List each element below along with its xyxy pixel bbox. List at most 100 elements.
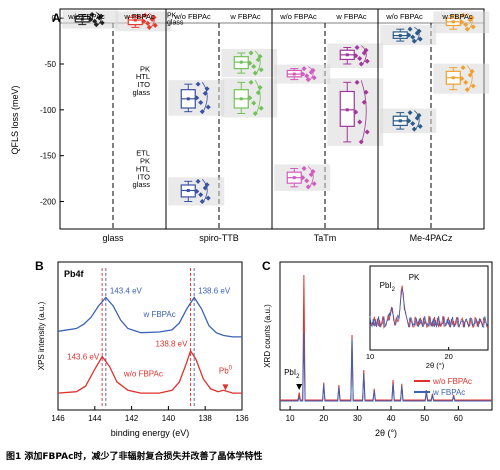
data-point xyxy=(204,86,210,92)
box-mean xyxy=(80,17,84,21)
xrd-line-w xyxy=(280,332,492,402)
peak-label: 143.6 eV xyxy=(67,352,100,361)
panel-b-labels: 143.4 eV 138.6 eV w FBPAc 143.6 eV 138.8 eV w… xyxy=(67,287,233,391)
data-point xyxy=(145,20,151,26)
inset-line-w xyxy=(369,288,489,328)
data-point xyxy=(463,79,469,85)
data-point xyxy=(464,26,470,32)
panel-b-lines xyxy=(57,268,242,406)
panel-a-boxes xyxy=(74,12,476,204)
col-header-w: w FBPAc xyxy=(335,12,367,21)
data-point xyxy=(195,178,201,184)
violin-outline xyxy=(360,80,367,145)
panel-c-ylabel: XRD counts (a.u.) xyxy=(263,304,272,368)
inset-tick-label: 20 xyxy=(444,352,452,361)
violin-outline xyxy=(466,13,473,32)
legend-label: w FBPAc xyxy=(432,388,465,397)
panel-b: B Pb4f XPS intensity (a.u.) binding ener… xyxy=(35,259,249,438)
data-point xyxy=(252,70,258,76)
data-point xyxy=(247,95,253,101)
panel-b-frame xyxy=(57,261,243,411)
data-point xyxy=(464,87,470,93)
x-tick-label: 144 xyxy=(88,414,102,423)
panel-b-label: Pb4f xyxy=(64,269,85,279)
col-header-w: w FBPAc xyxy=(123,12,155,21)
y-tick-label: -100 xyxy=(40,106,57,115)
x-tick-label: 30 xyxy=(353,414,362,423)
data-point xyxy=(304,73,310,79)
data-point xyxy=(301,66,307,72)
data-point xyxy=(406,32,412,38)
group-label: Me-4PACz xyxy=(410,233,453,243)
data-point xyxy=(258,67,264,73)
box-mean xyxy=(398,119,402,123)
data-point xyxy=(311,75,317,81)
y-tick-label: -200 xyxy=(40,198,57,207)
data-point xyxy=(251,63,257,69)
violin-outline xyxy=(307,166,314,190)
group-label: TaTm xyxy=(314,233,337,243)
col-header-w: w FBPAc xyxy=(229,12,261,21)
data-point xyxy=(305,184,311,190)
panel-a-yticks: 0 -50 -100 -150 -200 xyxy=(40,14,64,207)
data-point xyxy=(258,105,264,111)
data-point xyxy=(417,36,423,42)
data-point xyxy=(92,18,98,24)
x-tick-label: 140 xyxy=(162,414,176,423)
box-mean xyxy=(186,97,190,101)
data-point xyxy=(195,81,201,87)
data-point xyxy=(353,53,359,59)
data-point xyxy=(141,18,147,24)
data-point xyxy=(205,195,211,201)
layer-label: PK HTL ITO glass xyxy=(132,64,150,97)
violin-outline xyxy=(254,80,261,116)
xps-line xyxy=(57,296,242,338)
panel-a-headers: w/o FBPAc w FBPAc w/o FBPAc w FBPAc w/o FBPA… xyxy=(67,12,473,21)
violin-outline xyxy=(466,65,473,92)
data-point xyxy=(410,34,416,40)
panel-label-a: A xyxy=(52,11,61,25)
layer-label: PK glass xyxy=(167,12,184,26)
violin-outline xyxy=(201,179,208,204)
col-header-wo: w/o FBPAc xyxy=(173,12,211,21)
pb0-arrow xyxy=(222,384,229,391)
inset-pk-label: PK xyxy=(409,273,420,282)
peak-label: 143.4 eV xyxy=(110,287,143,296)
data-point xyxy=(469,15,475,21)
panel-a-group-labels: glass spiro-TTB TaTm Me-4PACz xyxy=(102,233,452,243)
box-mean xyxy=(451,20,455,24)
col-header-wo: w/o FBPAc xyxy=(279,12,317,21)
x-tick-label: 60 xyxy=(454,414,463,423)
inset-frame xyxy=(369,265,489,351)
data-point xyxy=(301,166,307,171)
panel-c-xlabel: 2θ (°) xyxy=(375,428,397,438)
data-point xyxy=(364,129,370,135)
data-point xyxy=(411,126,417,132)
violin-outline xyxy=(254,50,261,76)
data-point xyxy=(358,61,364,67)
data-point xyxy=(300,71,306,77)
box-mean xyxy=(133,18,137,22)
col-header-wo: w/o FBPAc xyxy=(385,12,423,21)
data-point xyxy=(459,19,465,25)
xrd-line-wo xyxy=(280,274,492,401)
y-tick-label: 0 xyxy=(52,14,57,23)
data-point xyxy=(406,118,412,124)
panel-c-legend: w/o FBPAc w FBPAc xyxy=(414,377,472,397)
data-point xyxy=(142,12,148,18)
series-label: w/o FBPAc xyxy=(123,369,163,378)
data-point xyxy=(353,109,359,115)
data-point xyxy=(470,83,476,89)
violin-outline xyxy=(413,110,420,132)
panel-a-ylabel: QFLS loss (meV) xyxy=(10,85,20,154)
data-point xyxy=(357,119,363,125)
box-mean xyxy=(186,189,190,192)
figure-caption: 图1 添加FBPAc时，减少了非辐射复合损失并改善了晶体学特性 xyxy=(6,452,263,462)
box-mean xyxy=(239,97,243,101)
data-point xyxy=(248,79,254,85)
data-point xyxy=(194,188,200,194)
violin-outline xyxy=(360,45,367,67)
data-point xyxy=(248,50,254,56)
violin-outline xyxy=(201,81,208,114)
